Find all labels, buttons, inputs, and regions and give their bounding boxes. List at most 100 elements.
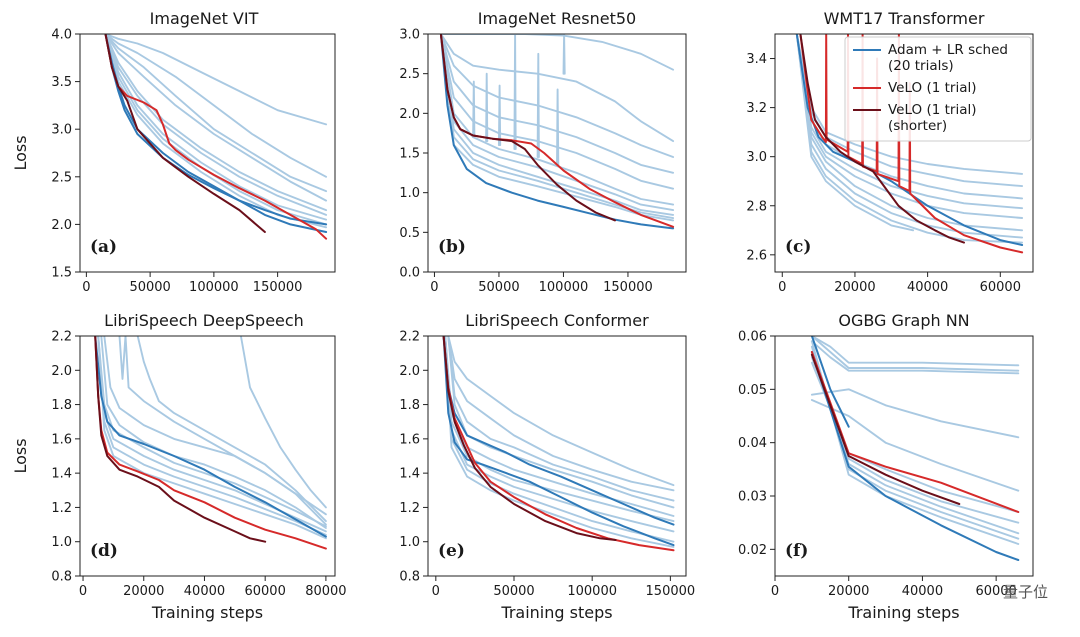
series-line-bg	[556, 88, 560, 166]
series-line-velo	[442, 336, 675, 552]
legend-label: VeLO (1 trial)	[888, 80, 976, 96]
series-line-velo_short	[442, 336, 617, 541]
x-tick-label: 40000	[902, 584, 943, 599]
y-tick-label: 3.0	[51, 123, 72, 138]
panel-label: (d)	[90, 541, 118, 561]
series-line-bg	[100, 336, 327, 529]
series-line-bg	[810, 399, 1020, 492]
series-line-bg	[810, 336, 1020, 367]
series-line-bg	[810, 388, 1020, 439]
y-tick-label: 1.5	[399, 147, 420, 162]
series-line-velo_short	[439, 34, 616, 222]
panel-title: ImageNet Resnet50	[478, 9, 636, 28]
y-tick-label: 1.2	[51, 501, 72, 516]
series-lines	[795, 34, 1024, 254]
panel-d: LibriSpeech DeepSpeech 0 20000 40000 60000 8…	[11, 311, 347, 622]
y-tick-label: 3.4	[746, 52, 767, 67]
y-tick-label: 1.0	[399, 535, 420, 550]
series-line-bg	[536, 52, 540, 158]
series-line-bg	[97, 336, 327, 528]
x-tick-label: 0	[430, 280, 438, 295]
legend-label: Adam + LR sched	[888, 42, 1008, 58]
series-line-bg	[104, 34, 328, 178]
x-axis-label: Training steps	[847, 603, 959, 622]
series-line-bg	[104, 34, 328, 216]
series-lines	[442, 336, 675, 552]
y-tick-label: 1.4	[51, 467, 72, 482]
y-tick-label: 2.0	[51, 218, 72, 233]
y-tick-label: 2.6	[746, 248, 767, 263]
x-tick-label: 100000	[189, 280, 239, 295]
y-tick-label: 2.5	[399, 67, 420, 82]
y-tick-label: 0.0	[399, 266, 420, 281]
x-tick-label: 20000	[834, 280, 875, 295]
series-lines	[94, 336, 327, 550]
y-tick-label: 2.2	[399, 330, 420, 345]
panel-title: LibriSpeech DeepSpeech	[104, 311, 304, 330]
y-tick-label: 1.5	[51, 266, 72, 281]
series-line-bg	[136, 336, 327, 523]
x-tick-label: 20000	[123, 584, 164, 599]
series-lines	[810, 336, 1020, 561]
y-tick-label: 1.6	[51, 432, 72, 447]
x-tick-label: 0	[771, 584, 779, 599]
series-line-adam	[810, 351, 1020, 561]
series-line-bg	[447, 336, 675, 487]
x-tick-label: 40000	[907, 280, 948, 295]
y-tick-label: 0.5	[399, 226, 420, 241]
y-tick-label: 2.0	[51, 364, 72, 379]
y-axis-label: Loss	[11, 135, 30, 170]
y-tick-label: 1.4	[399, 467, 420, 482]
x-tick-label: 80000	[305, 584, 346, 599]
x-tick-label: 100000	[539, 280, 589, 295]
plot-frame	[79, 335, 336, 577]
plot-frame	[774, 335, 1034, 577]
series-line-bg	[795, 34, 1024, 219]
x-tick-label: 50000	[493, 584, 534, 599]
x-tick-label: 0	[79, 584, 87, 599]
series-line-bg	[795, 34, 1024, 210]
series-line-velo_short	[94, 336, 267, 543]
x-tick-label: 40000	[184, 584, 225, 599]
series-line-bg	[795, 34, 1024, 232]
y-axis-label: Loss	[11, 438, 30, 473]
series-line-bg	[497, 84, 502, 147]
y-tick-label: 3.0	[399, 28, 420, 43]
plot-frame	[79, 33, 336, 273]
panel-label: (a)	[90, 237, 117, 257]
y-tick-label: 3.5	[51, 75, 72, 90]
series-line-bg	[795, 34, 1024, 244]
series-line-bg	[103, 336, 327, 526]
legend: Adam + LR sched (20 trials) VeLO (1 trial…	[844, 36, 1032, 142]
series-line-velo_short	[104, 34, 266, 233]
panel-label: (c)	[785, 237, 811, 257]
series-line-bg	[562, 34, 566, 75]
series-line-bg	[513, 34, 517, 150]
y-tick-label: 3.0	[746, 150, 767, 165]
series-line-bg	[795, 34, 915, 232]
series-lines	[104, 34, 328, 240]
series-line-adam	[94, 336, 327, 538]
series-line-bg	[104, 34, 328, 202]
series-line-bg	[104, 34, 328, 226]
legend-label: (20 trials)	[888, 58, 954, 74]
x-tick-label: 60000	[975, 584, 1016, 599]
y-tick-label: 4.0	[51, 28, 72, 43]
y-tick-label: 1.0	[399, 186, 420, 201]
y-tick-label: 1.8	[399, 398, 420, 413]
y-tick-label: 2.0	[399, 364, 420, 379]
series-line-adam	[810, 336, 850, 428]
panel-title: OGBG Graph NN	[838, 311, 969, 330]
x-tick-label: 150000	[603, 280, 653, 295]
series-line-bg	[444, 336, 675, 543]
x-tick-label: 50000	[129, 280, 170, 295]
panel-label: (e)	[438, 541, 465, 561]
series-line-velo_short	[810, 353, 961, 505]
y-tick-label: 2.2	[51, 330, 72, 345]
legend-label: VeLO (1 trial)	[888, 102, 976, 118]
y-tick-label: 2.5	[51, 170, 72, 185]
x-tick-label: 60000	[244, 584, 285, 599]
series-line-velo	[799, 34, 1024, 254]
panel-label: (b)	[438, 237, 466, 257]
